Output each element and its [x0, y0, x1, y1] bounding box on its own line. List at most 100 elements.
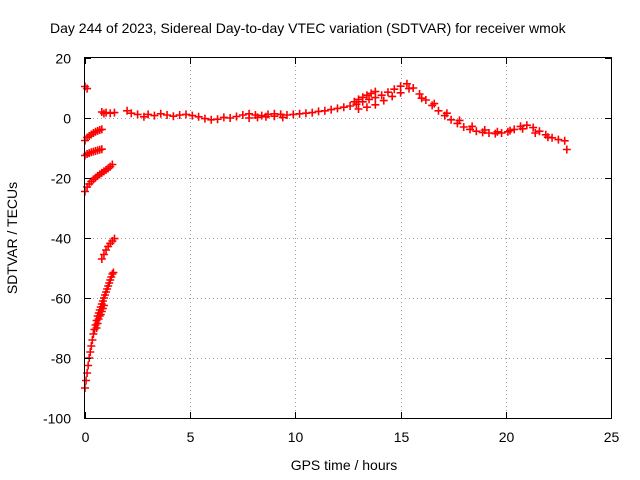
data-point	[333, 104, 342, 113]
data-point	[99, 301, 108, 310]
y-axis-label: SDTVAR / TECUs	[4, 182, 20, 294]
data-point	[493, 127, 502, 136]
data-point	[365, 95, 374, 104]
data-point	[480, 126, 489, 134]
data-point	[388, 92, 397, 101]
data-point	[506, 126, 515, 135]
data-point	[522, 121, 531, 130]
data-point	[144, 110, 153, 119]
data-point	[257, 111, 266, 120]
data-point	[109, 268, 118, 277]
data-point	[510, 125, 519, 134]
data-point	[163, 111, 172, 119]
y-tick-label: -80	[51, 351, 71, 367]
data-point	[371, 100, 380, 109]
series-group	[81, 82, 92, 93]
series-group	[81, 160, 117, 196]
data-points	[81, 79, 571, 392]
data-point	[92, 324, 101, 332]
data-point	[402, 79, 411, 88]
data-point	[417, 94, 426, 103]
data-point	[459, 123, 468, 131]
x-tick-label: 25	[604, 429, 620, 445]
data-point	[88, 336, 97, 344]
data-point	[497, 129, 506, 137]
data-point	[188, 111, 197, 120]
data-point	[108, 270, 117, 278]
data-point	[194, 112, 203, 121]
data-point	[95, 312, 104, 320]
x-tick-label: 5	[187, 429, 195, 445]
data-point	[447, 115, 456, 124]
data-point	[97, 145, 106, 154]
data-point	[535, 127, 544, 136]
data-point	[261, 112, 270, 121]
series-group	[350, 87, 380, 106]
data-point	[87, 342, 96, 350]
data-point	[339, 103, 348, 112]
data-point	[97, 125, 106, 134]
data-point	[169, 112, 178, 121]
x-tick-label: 10	[288, 429, 304, 445]
data-point	[379, 96, 388, 105]
x-tick-label: 15	[394, 429, 410, 445]
data-point	[354, 95, 363, 104]
data-point	[560, 136, 569, 145]
series-group	[97, 234, 119, 263]
x-axis-ticks: 0 5 10 15 20 25	[82, 58, 620, 445]
plot-frame	[84, 57, 612, 419]
series-group	[92, 301, 108, 332]
data-point	[93, 319, 102, 328]
data-point	[434, 106, 443, 115]
data-point	[108, 160, 117, 169]
y-tick-label: 0	[63, 111, 71, 127]
data-point	[472, 127, 481, 136]
data-point	[371, 87, 380, 96]
data-point	[86, 348, 95, 356]
x-axis-label: GPS time / hours	[291, 457, 398, 473]
data-point	[415, 90, 424, 98]
x-tick-label: 20	[499, 429, 515, 445]
data-point	[468, 122, 477, 131]
data-point	[133, 110, 142, 119]
data-point	[327, 105, 336, 114]
data-point	[529, 123, 538, 132]
data-point	[97, 255, 106, 263]
data-point	[200, 114, 209, 123]
series-group	[97, 79, 571, 154]
x-tick-label: 0	[82, 429, 90, 445]
data-point	[238, 111, 247, 119]
chart-title: Day 244 of 2023, Sidereal Day-to-day VTE…	[50, 20, 567, 36]
series-group	[245, 84, 552, 142]
data-point	[367, 89, 376, 98]
data-point	[362, 91, 371, 100]
data-point	[562, 145, 571, 154]
data-point	[181, 110, 190, 119]
data-point	[383, 88, 392, 97]
data-point	[253, 113, 262, 122]
data-point	[213, 115, 222, 124]
series-group	[81, 268, 118, 392]
data-point	[123, 106, 132, 115]
data-point	[139, 112, 148, 121]
y-tick-label: 20	[55, 51, 71, 67]
data-point	[405, 84, 414, 93]
data-point	[99, 250, 108, 259]
data-point	[518, 124, 527, 133]
data-point	[84, 361, 93, 370]
chart-grid	[85, 58, 611, 418]
data-point	[354, 105, 363, 113]
data-point	[554, 135, 563, 144]
data-point	[308, 108, 317, 117]
y-tick-label: -100	[43, 411, 71, 427]
data-point	[531, 129, 540, 137]
data-point	[127, 109, 136, 118]
y-axis-ticks: -100 -80 -60 -40 -20 0 20	[43, 51, 611, 427]
data-point	[89, 330, 98, 338]
data-point	[362, 103, 371, 112]
data-point	[245, 114, 254, 122]
data-point	[543, 133, 552, 142]
y-tick-label: -60	[51, 291, 71, 307]
data-point	[455, 116, 464, 125]
